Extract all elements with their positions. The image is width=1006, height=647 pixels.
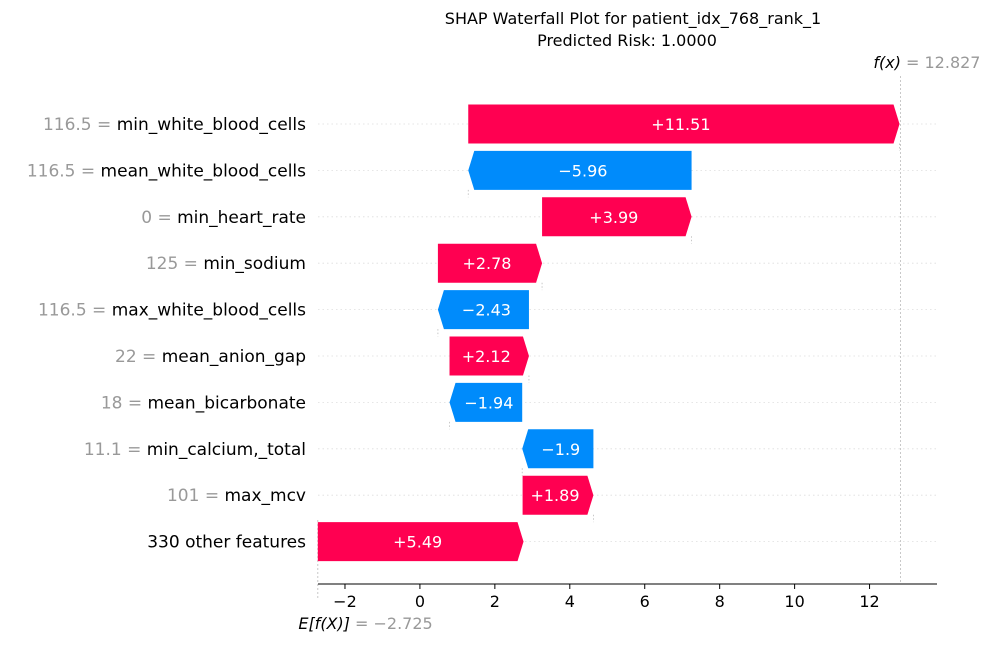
feature-label: 116.5 = min_white_blood_cells (43, 115, 306, 135)
bar-value-label: +2.78 (462, 254, 511, 273)
x-tick-label: 12 (859, 592, 879, 611)
feature-label: 22 = mean_anion_gap (115, 347, 306, 367)
negative-contribution-bar (449, 382, 523, 422)
feature-value: 0 = (141, 208, 177, 228)
feature-label: 125 = min_sodium (146, 254, 306, 274)
chart-title-line-2: Predicted Risk: 1.0000 (537, 31, 717, 50)
feature-label: 0 = min_heart_rate (141, 208, 306, 228)
bar-value-label: +1.89 (530, 486, 579, 505)
expected-value-label: E[f(X)] (298, 614, 350, 633)
positive-contribution-bar (317, 522, 524, 562)
feature-value: 11.1 = (84, 440, 147, 460)
chart-title-line-1: SHAP Waterfall Plot for patient_idx_768_… (445, 9, 821, 29)
x-tick-label: 4 (565, 592, 575, 611)
feature-value: 101 = (167, 486, 225, 506)
negative-contribution-bar (468, 150, 692, 190)
bars-layer: +11.51 −5.96 +3.99 +2.78 −2.43 +2.12 −1.94 −1.9… (317, 104, 900, 562)
feature-label: 116.5 = mean_white_blood_cells (27, 161, 306, 181)
x-tick-label: 10 (784, 592, 804, 611)
fx-value-label: = 12.827 (906, 53, 980, 72)
feature-value: 125 = (146, 254, 204, 274)
feature-value: 116.5 = (43, 115, 117, 135)
bar-value-label: −1.9 (541, 440, 580, 459)
positive-contribution-bar (437, 243, 543, 283)
feature-value: 116.5 = (38, 301, 112, 321)
bar-value-label: +11.51 (651, 115, 710, 134)
feature-name: mean_anion_gap (162, 347, 306, 367)
x-axis: −2 0 2 4 6 8 10 12 (318, 583, 937, 611)
feature-label: 116.5 = max_white_blood_cells (38, 301, 306, 321)
feature-label: 101 = max_mcv (167, 486, 306, 506)
x-tick-label: 0 (415, 592, 425, 611)
feature-name: min_calcium,_total (147, 440, 306, 460)
x-tick-label: 6 (640, 592, 650, 611)
bar-value-label: −2.43 (462, 301, 511, 320)
feature-name: mean_bicarbonate (148, 393, 307, 413)
positive-contribution-bar (449, 336, 529, 376)
feature-name: min_white_blood_cells (117, 115, 306, 135)
bar-value-label: −1.94 (464, 393, 513, 412)
bar-value-label: +5.49 (393, 533, 442, 552)
feature-label: 18 = mean_bicarbonate (101, 393, 306, 413)
expected-value-value-label: = −2.725 (355, 614, 433, 633)
feature-name: max_mcv (224, 486, 306, 506)
feature-label: 330 other features (147, 533, 306, 553)
feature-value: 22 = (115, 347, 162, 367)
feature-name: max_white_blood_cells (112, 301, 306, 321)
feature-label: 11.1 = min_calcium,_total (84, 440, 306, 460)
negative-contribution-bar (522, 429, 594, 469)
x-tick-label: −2 (333, 592, 357, 611)
positive-contribution-bar (522, 475, 594, 515)
fx-label: f(x) (873, 53, 901, 72)
feature-value: 116.5 = (27, 161, 101, 181)
feature-name: 330 other features (147, 533, 306, 553)
bar-value-label: −5.96 (558, 161, 607, 180)
bar-value-label: +3.99 (589, 208, 638, 227)
feature-name: min_sodium (203, 254, 306, 274)
feature-name: mean_white_blood_cells (101, 161, 307, 181)
x-tick-label: 2 (490, 592, 500, 611)
positive-contribution-bar (542, 197, 692, 237)
feature-name: min_heart_rate (177, 208, 306, 228)
positive-contribution-bar (468, 104, 900, 144)
negative-contribution-bar (437, 290, 529, 330)
feature-value: 18 = (101, 393, 148, 413)
x-tick-label: 8 (715, 592, 725, 611)
bar-value-label: +2.12 (462, 347, 511, 366)
